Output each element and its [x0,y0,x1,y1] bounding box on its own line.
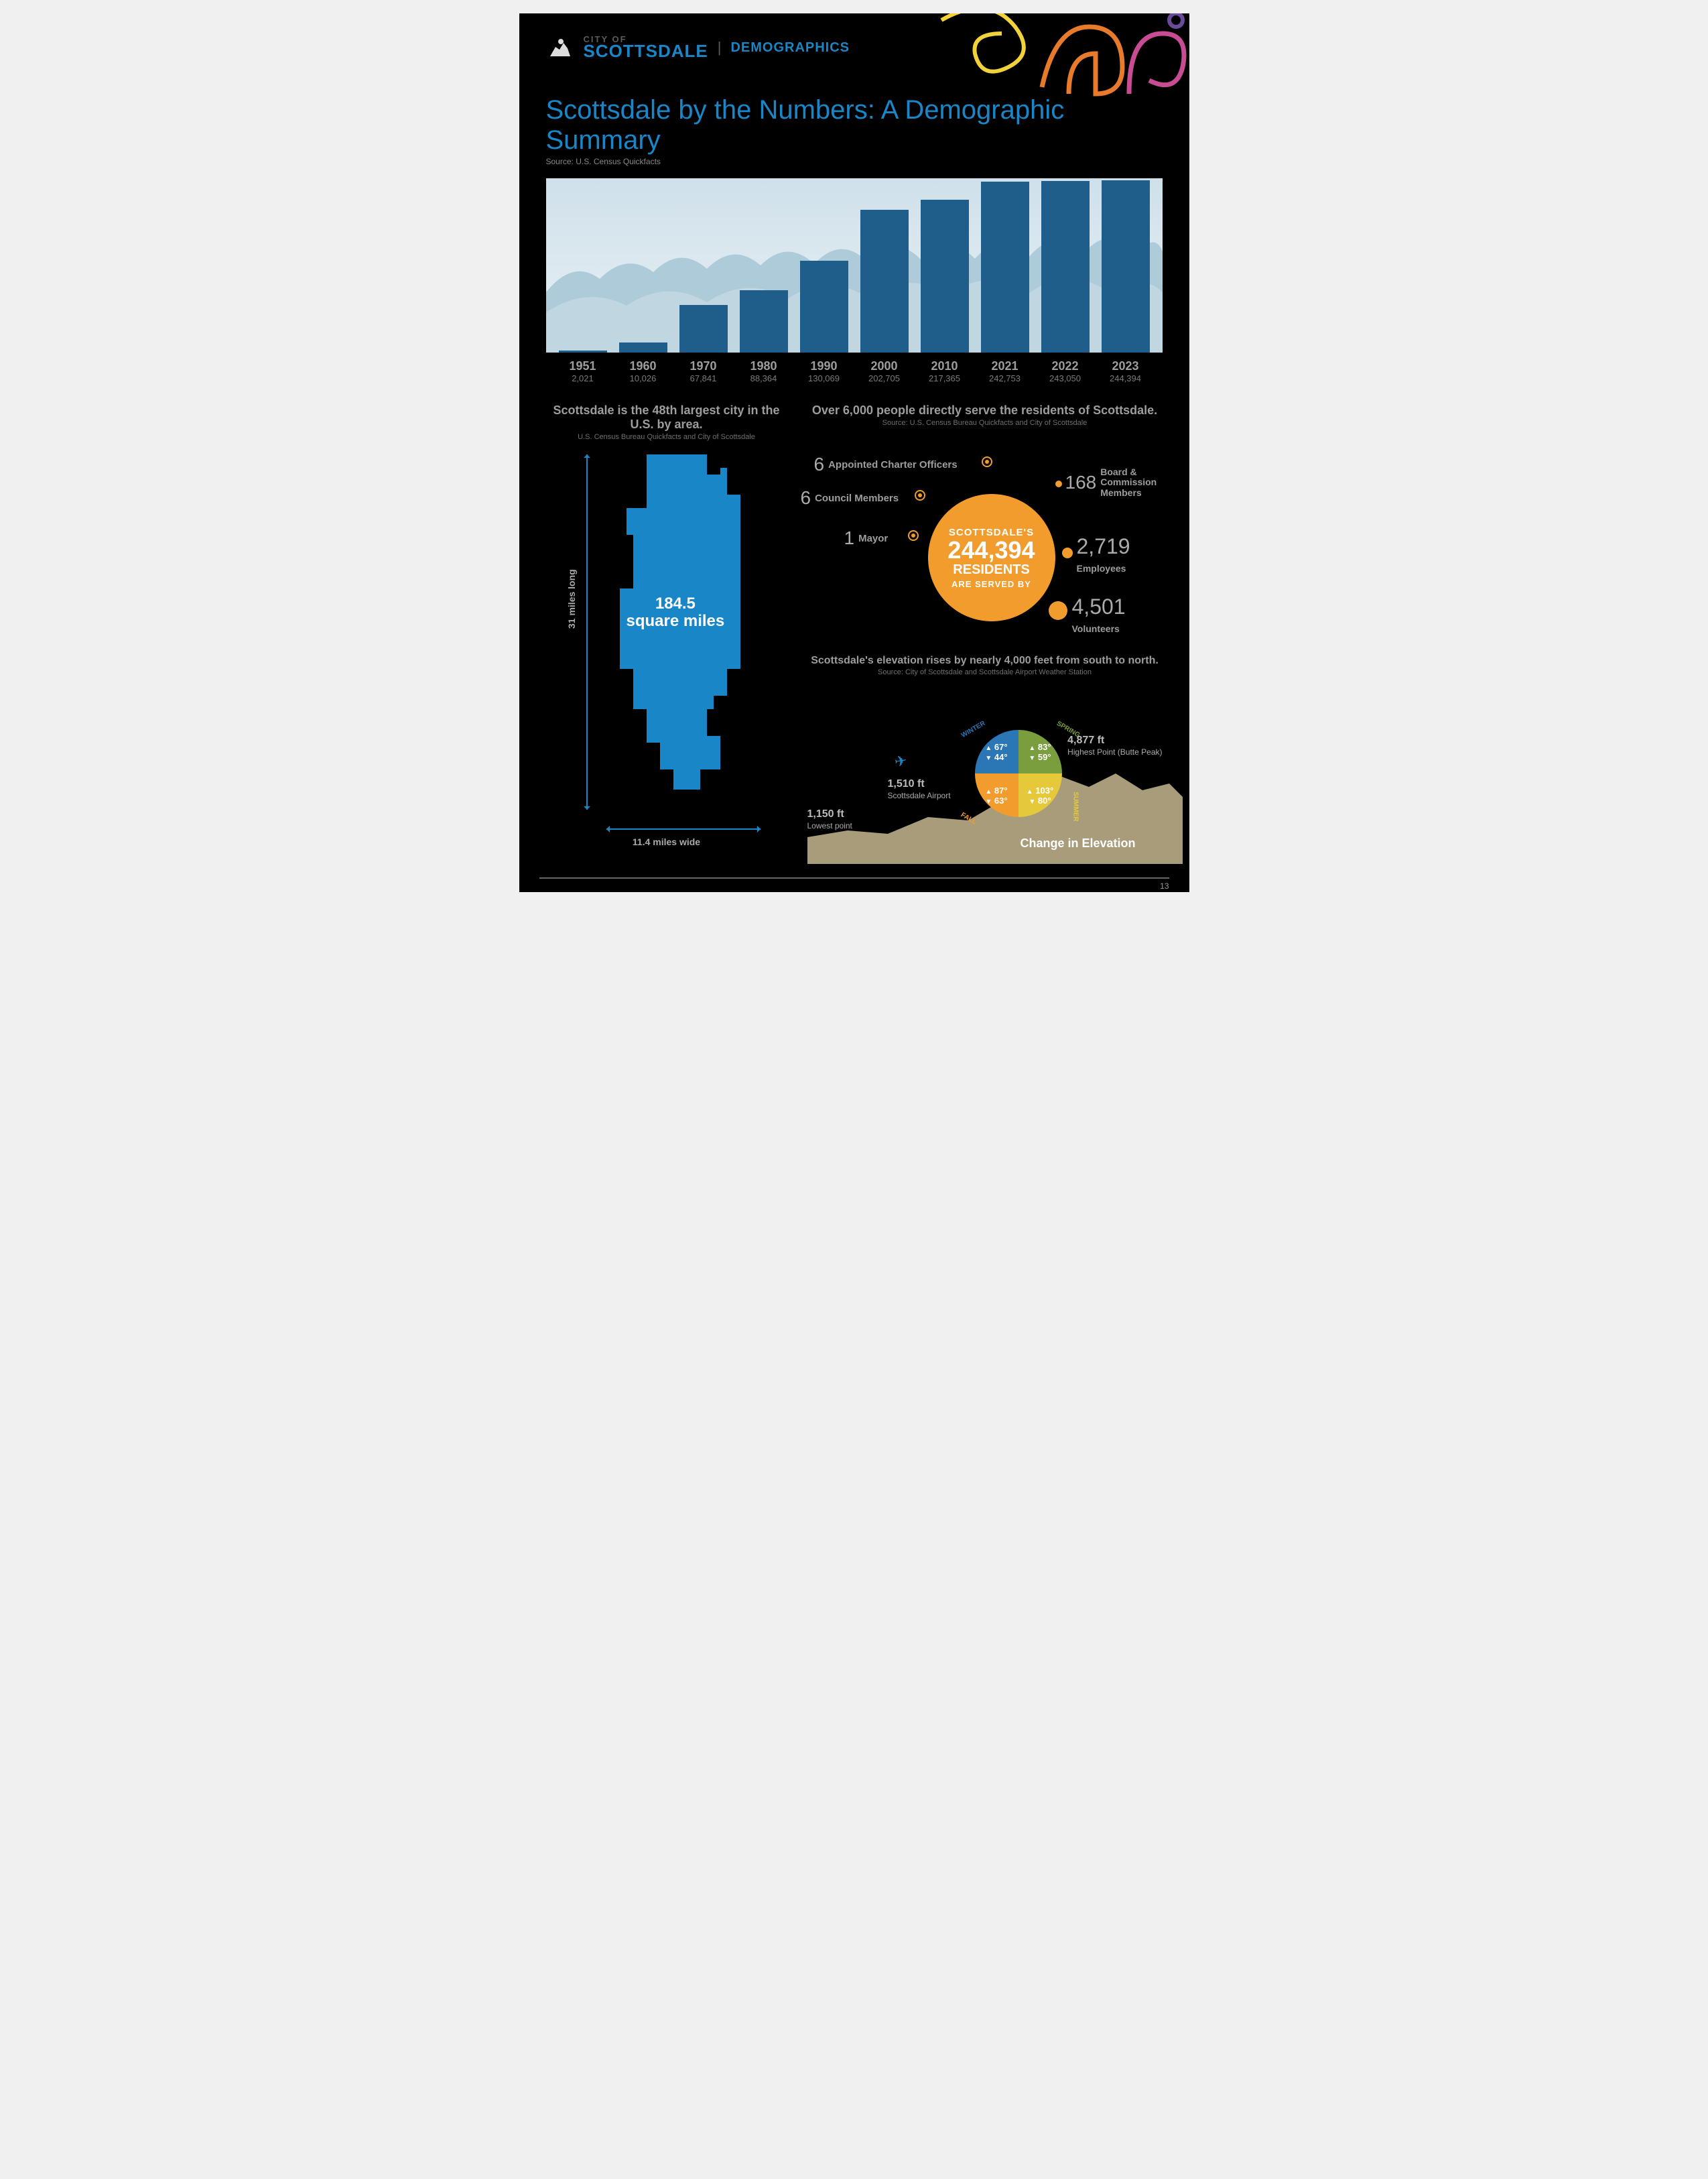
bar-1980 [740,290,788,353]
dot-icon [915,490,925,501]
square-miles-label: 184.5 square miles [627,595,725,631]
residents-center-circle: SCOTTSDALE'S 244,394 RESIDENTS ARE SERVE… [928,494,1055,621]
airport-point-label: 1,510 ft Scottsdale Airport [888,777,951,800]
dot-icon [908,530,919,541]
vertical-dimension-arrow [586,454,588,810]
area-source: U.S. Census Bureau Quickfacts and City o… [546,433,787,441]
right-column: Over 6,000 people directly serve the res… [807,403,1163,864]
served-item-council: 6 Council Members [801,487,899,509]
bar-label: 198088,364 [740,359,788,383]
bar-label: 2023244,394 [1102,359,1150,383]
bar-container [546,178,1163,353]
bar-2000 [860,210,909,353]
elevation-diagram: ✈ ▲ 67°▼ 44° ▲ 83°▼ 59° ▲ 87°▼ 63° ▲ 103… [807,690,1163,864]
area-map-block: 31 miles long 184.5 square miles 11.4 mi… [546,454,787,843]
elevation-headline: Scottsdale's elevation rises by nearly 4… [807,655,1163,667]
served-item-volunteers: 4,501 Volunteers [1072,595,1126,634]
page-root: CITY OF SCOTTSDALE | DEMOGRAPHICS Scotts… [519,13,1189,892]
elevation-source: Source: City of Scottsdale and Scottsdal… [807,668,1163,676]
bar-1960 [619,343,667,353]
logo-text: CITY OF SCOTTSDALE [584,36,708,59]
seasons-temperature-wheel: ▲ 67°▼ 44° ▲ 83°▼ 59° ▲ 87°▼ 63° ▲ 103°▼… [975,730,1062,817]
population-bar-chart [546,178,1163,353]
season-fall: ▲ 87°▼ 63° [975,773,1019,817]
season-summer: ▲ 103°▼ 80° [1019,773,1062,817]
served-source: Source: U.S. Census Bureau Quickfacts an… [807,419,1163,427]
season-label-summer: SUMMER [1071,792,1079,821]
logo-line2: SCOTTSDALE [584,44,708,59]
bar-1990 [800,261,848,353]
footer-rule: 13 [539,877,1169,879]
served-item-charter: 6 Appointed Charter Officers [814,454,958,475]
bar-label: 2000202,705 [860,359,909,383]
length-label: 31 miles long [566,569,577,629]
lower-section: Scottsdale is the 48th largest city in t… [519,383,1189,864]
served-item-board: 168 Board & Commission Members [1065,467,1163,498]
area-headline: Scottsdale is the 48th largest city in t… [546,403,787,432]
title-source: Source: U.S. Census Quickfacts [519,157,1189,173]
bar-1970 [679,305,728,353]
bar-2021 [981,182,1029,353]
dot-icon [982,456,992,467]
area-column: Scottsdale is the 48th largest city in t… [546,403,787,864]
bar-2010 [921,200,969,353]
section-label: DEMOGRAPHICS [730,40,850,56]
served-item-mayor: 1 Mayor [844,527,889,549]
page-number: 13 [1160,881,1169,891]
bar-label: 1990130,069 [800,359,848,383]
header-divider: | [718,39,722,56]
bar-labels: 19512,021 196010,026 197067,841 198088,3… [546,359,1163,383]
served-bubble-diagram: 6 Appointed Charter Officers 6 Council M… [807,440,1163,655]
season-winter: ▲ 67°▼ 44° [975,730,1019,773]
lowest-point-label: 1,150 ft Lowest point [807,808,852,830]
bar-2023 [1102,180,1150,353]
width-label: 11.4 miles wide [546,836,787,847]
change-in-elevation-label: Change in Elevation [1020,836,1135,851]
bar-1951 [559,351,607,353]
dot-icon [1062,548,1073,558]
highest-point-label: 4,877 ft Highest Point (Butte Peak) [1067,734,1162,757]
bar-label: 19512,021 [559,359,607,383]
bar-label: 2022243,050 [1041,359,1090,383]
bar-label: 2021242,753 [981,359,1029,383]
bar-2022 [1041,181,1090,353]
served-headline: Over 6,000 people directly serve the res… [807,403,1163,418]
bar-label: 197067,841 [679,359,728,383]
bar-label: 196010,026 [619,359,667,383]
horizontal-dimension-arrow [606,828,761,830]
season-spring: ▲ 83°▼ 59° [1019,730,1062,773]
scottsdale-logo-icon [546,34,574,62]
dot-icon [1055,481,1062,487]
header: CITY OF SCOTTSDALE | DEMOGRAPHICS [519,13,1189,68]
bar-label: 2010217,365 [921,359,969,383]
served-item-employees: 2,719 Employees [1077,534,1130,574]
airplane-icon: ✈ [893,752,908,771]
dot-icon [1049,601,1067,620]
